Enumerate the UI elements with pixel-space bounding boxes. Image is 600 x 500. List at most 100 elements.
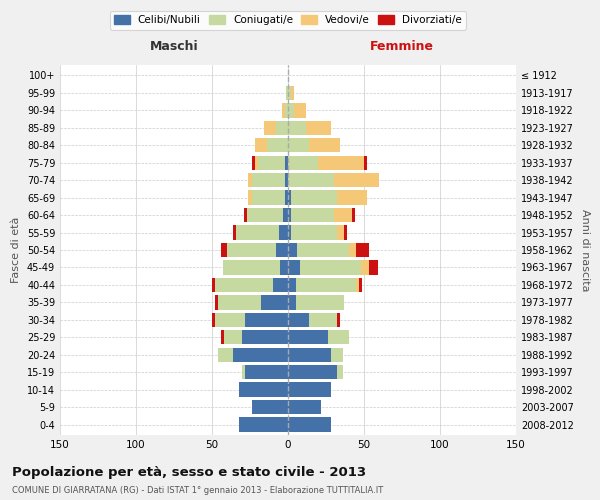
Bar: [285, 190, 288, 205]
Bar: [244, 208, 247, 222]
Bar: [263, 120, 276, 135]
Bar: [236, 226, 279, 239]
Bar: [291, 86, 294, 100]
Bar: [334, 208, 352, 222]
Y-axis label: Anni di nascita: Anni di nascita: [580, 209, 590, 291]
Bar: [286, 86, 288, 100]
Legend: Celibi/Nubili, Coniugati/e, Vedovi/e, Divorziati/e: Celibi/Nubili, Coniugati/e, Vedovi/e, Di…: [110, 11, 466, 30]
Bar: [260, 295, 288, 310]
Bar: [331, 348, 343, 362]
Text: Maschi: Maschi: [149, 40, 199, 53]
Bar: [288, 278, 296, 292]
Bar: [359, 278, 362, 292]
Bar: [309, 312, 337, 327]
Bar: [328, 330, 349, 344]
Bar: [291, 226, 337, 239]
Bar: [309, 138, 340, 152]
Bar: [319, 156, 364, 170]
Bar: [248, 173, 251, 188]
Bar: [337, 365, 343, 380]
Bar: [294, 103, 306, 118]
Bar: [257, 156, 285, 170]
Bar: [344, 226, 347, 239]
Bar: [288, 418, 331, 432]
Bar: [212, 278, 215, 292]
Bar: [288, 120, 306, 135]
Bar: [218, 348, 233, 362]
Bar: [288, 295, 296, 310]
Bar: [242, 365, 245, 380]
Bar: [279, 226, 288, 239]
Bar: [247, 208, 283, 222]
Bar: [254, 138, 267, 152]
Bar: [251, 400, 288, 414]
Y-axis label: Fasce di età: Fasce di età: [11, 217, 21, 283]
Bar: [368, 260, 377, 274]
Bar: [296, 278, 356, 292]
Bar: [251, 173, 285, 188]
Bar: [288, 103, 294, 118]
Bar: [233, 348, 288, 362]
Bar: [352, 208, 355, 222]
Bar: [288, 156, 319, 170]
Bar: [361, 260, 368, 274]
Bar: [251, 156, 254, 170]
Bar: [288, 173, 334, 188]
Bar: [285, 103, 288, 118]
Bar: [291, 190, 337, 205]
Bar: [239, 382, 288, 397]
Bar: [242, 330, 288, 344]
Bar: [223, 260, 280, 274]
Bar: [212, 312, 215, 327]
Bar: [221, 243, 227, 257]
Bar: [288, 226, 291, 239]
Bar: [334, 173, 379, 188]
Bar: [364, 156, 367, 170]
Text: Femmine: Femmine: [370, 40, 434, 53]
Bar: [288, 312, 309, 327]
Text: Popolazione per età, sesso e stato civile - 2013: Popolazione per età, sesso e stato civil…: [12, 466, 366, 479]
Bar: [288, 86, 291, 100]
Bar: [273, 278, 288, 292]
Bar: [218, 295, 260, 310]
Bar: [288, 348, 331, 362]
Bar: [215, 295, 218, 310]
Bar: [349, 243, 356, 257]
Bar: [285, 173, 288, 188]
Bar: [288, 382, 331, 397]
Bar: [288, 208, 291, 222]
Bar: [239, 418, 288, 432]
Bar: [245, 365, 288, 380]
Bar: [356, 243, 368, 257]
Bar: [254, 156, 257, 170]
Bar: [233, 226, 236, 239]
Bar: [285, 156, 288, 170]
Bar: [288, 365, 337, 380]
Bar: [337, 226, 344, 239]
Text: COMUNE DI GIARRATANA (RG) - Dati ISTAT 1° gennaio 2013 - Elaborazione TUTTITALIA: COMUNE DI GIARRATANA (RG) - Dati ISTAT 1…: [12, 486, 383, 495]
Bar: [224, 330, 242, 344]
Bar: [283, 208, 288, 222]
Bar: [215, 312, 245, 327]
Bar: [267, 138, 288, 152]
Bar: [297, 243, 349, 257]
Bar: [300, 260, 361, 274]
Bar: [337, 190, 367, 205]
Bar: [280, 260, 288, 274]
Bar: [227, 243, 276, 257]
Bar: [248, 190, 251, 205]
Bar: [221, 330, 224, 344]
Bar: [245, 312, 288, 327]
Bar: [282, 103, 285, 118]
Bar: [356, 278, 359, 292]
Bar: [288, 138, 309, 152]
Bar: [288, 190, 291, 205]
Bar: [291, 208, 334, 222]
Bar: [215, 278, 273, 292]
Bar: [306, 120, 331, 135]
Bar: [276, 120, 288, 135]
Bar: [288, 330, 328, 344]
Bar: [296, 295, 344, 310]
Bar: [288, 260, 300, 274]
Bar: [276, 243, 288, 257]
